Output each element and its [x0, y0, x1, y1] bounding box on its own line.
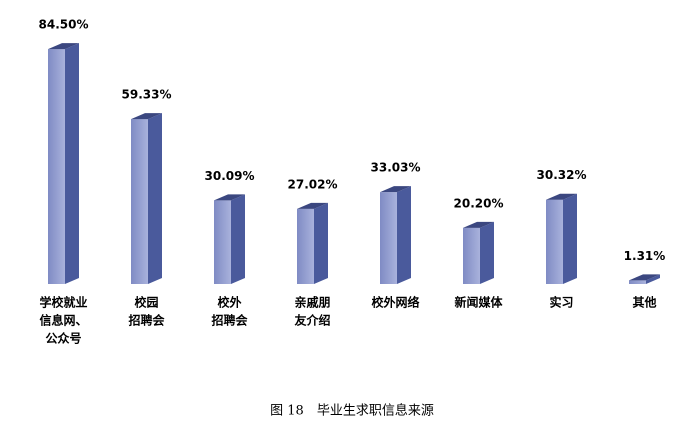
- bar-front: [380, 192, 397, 284]
- x-tick-label: 亲戚朋: [294, 295, 330, 310]
- x-tick-label: 其他: [632, 295, 656, 310]
- bar: [297, 202, 328, 284]
- value-label: 33.03%: [371, 161, 421, 175]
- x-tick-label: 新闻媒体: [454, 295, 503, 310]
- bar-front: [463, 227, 480, 284]
- bar-side: [563, 193, 577, 284]
- value-label: 1.31%: [624, 249, 666, 263]
- bar-top: [629, 274, 660, 281]
- bar-top: [297, 202, 328, 209]
- x-tick-label: 校园: [134, 295, 158, 310]
- bar: [380, 186, 411, 284]
- bar-side: [646, 274, 660, 284]
- bar-front: [629, 280, 646, 284]
- bar-top: [380, 186, 411, 193]
- value-label: 27.02%: [288, 177, 338, 191]
- x-tick-label: 友介绍: [293, 313, 330, 328]
- bar-side: [397, 186, 411, 284]
- x-tick-label: 信息网、: [39, 313, 87, 328]
- bar-top: [131, 113, 162, 120]
- value-label: 20.20%: [454, 196, 504, 210]
- x-tick-label: 校外: [217, 295, 241, 310]
- bar-top: [546, 193, 577, 200]
- bar-top: [463, 221, 494, 228]
- caption: 图 18 毕业生求职信息来源: [270, 403, 434, 419]
- bar-side: [480, 221, 494, 284]
- x-tick-label: 实习: [549, 295, 573, 310]
- bar: [48, 43, 79, 285]
- bar: [463, 221, 494, 284]
- bar-front: [546, 199, 563, 284]
- bar: [131, 113, 162, 285]
- x-tick-label: 校外网络: [371, 295, 419, 310]
- value-label: 30.09%: [205, 169, 255, 183]
- x-tick-label: 招聘会: [211, 313, 248, 328]
- bar: [629, 274, 660, 284]
- bar-top: [214, 194, 245, 201]
- bar-front: [214, 200, 231, 284]
- bar-top: [48, 43, 79, 50]
- bar-side: [231, 194, 245, 284]
- value-label: 30.32%: [537, 168, 587, 182]
- bar-front: [48, 49, 65, 285]
- bar-side: [148, 113, 162, 285]
- x-tick-label: 公众号: [45, 331, 81, 346]
- x-tick-label: 学校就业: [39, 295, 87, 310]
- bar: [214, 194, 245, 284]
- value-label: 84.50%: [39, 18, 89, 32]
- bar-front: [297, 208, 314, 284]
- bar-side: [314, 202, 328, 284]
- value-label: 59.33%: [122, 88, 172, 102]
- bar: [546, 193, 577, 284]
- bar-side: [65, 43, 79, 285]
- bar-front: [131, 119, 148, 285]
- x-tick-label: 招聘会: [128, 313, 165, 328]
